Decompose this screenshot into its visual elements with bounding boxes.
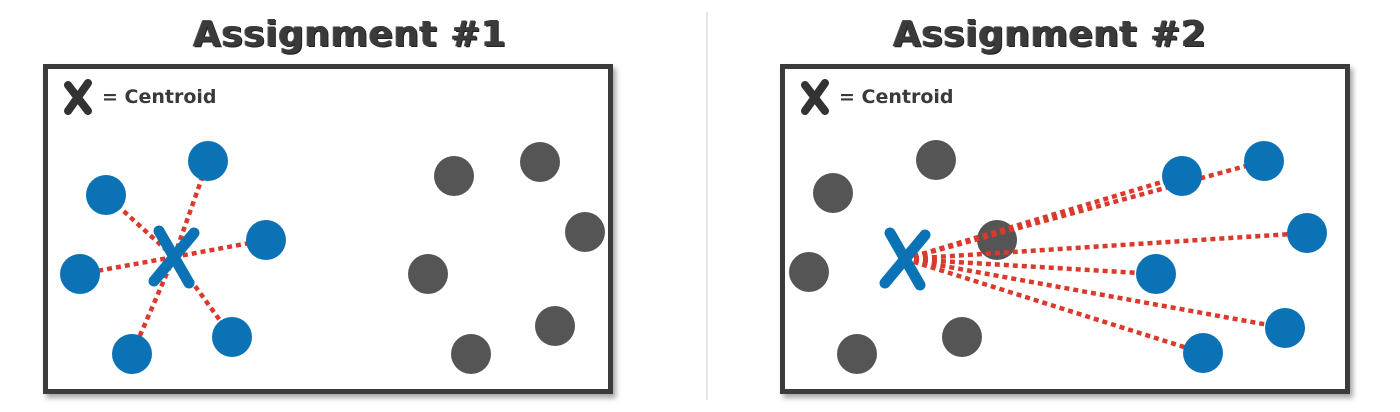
unassigned-point [434,156,474,196]
unassigned-point [535,306,575,346]
unassigned-point [565,212,605,252]
unassigned-point [942,317,982,357]
unassigned-point [813,173,853,213]
legend: = Centroid [60,79,217,115]
unassigned-point [916,140,956,180]
assignment-line [79,254,175,277]
assigned-point [1162,156,1202,196]
legend: = Centroid [797,79,954,115]
assignment-line [904,256,1157,277]
plot-1 [60,141,605,374]
plot-2 [789,140,1327,374]
assignment-line [904,230,1308,262]
centroid-marker [879,227,931,291]
assigned-point [1265,308,1305,348]
assigned-point [1287,213,1327,253]
centroid-marker [148,225,200,289]
panel-title: Assignment #1 [193,14,507,55]
assignment-line [904,158,1265,262]
panel-assignment-1: Assignment #1 = Centroid [43,14,613,394]
centroid-x-icon [801,79,829,115]
assigned-point [86,175,126,215]
assignment-line [904,256,1204,356]
unassigned-point [520,142,560,182]
assignment-line [173,237,267,260]
unassigned-point [977,220,1017,260]
unassigned-point [837,334,877,374]
plot-frame: = Centroid [780,64,1350,394]
assignment-line [904,256,1286,331]
assignment-line [904,173,1183,262]
unassigned-point [408,254,448,294]
legend-label: = Centroid [102,86,217,108]
legend-label: = Centroid [839,86,954,108]
centroid-x-icon [64,79,92,115]
assigned-point [112,334,152,374]
assigned-point [188,141,228,181]
panel-title: Assignment #2 [893,14,1207,55]
panel-assignment-2: Assignment #2 = Centroid [700,0,1400,412]
plot-frame: = Centroid [43,64,613,394]
assigned-point [212,317,252,357]
assigned-point [1136,254,1176,294]
assigned-point [60,254,100,294]
unassigned-point [789,252,829,292]
unassigned-point [451,334,491,374]
assigned-point [1183,333,1223,373]
assigned-point [1244,141,1284,181]
assigned-point [246,220,286,260]
panel-divider [706,12,708,400]
